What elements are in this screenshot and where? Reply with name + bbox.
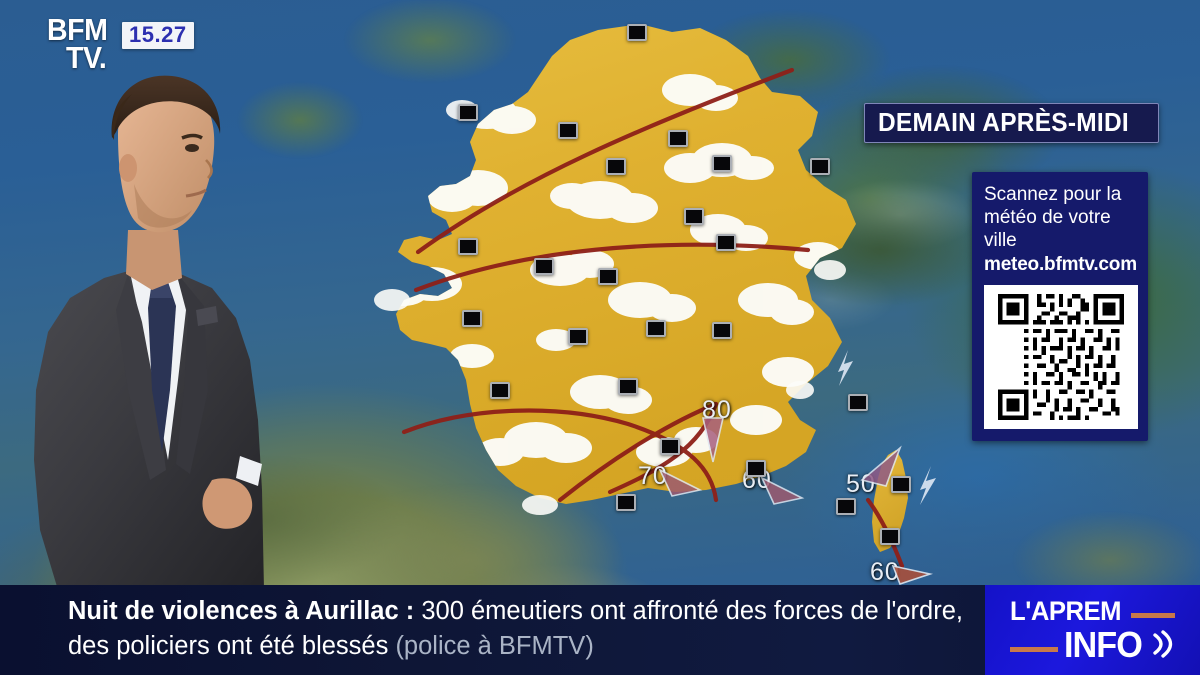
weather-station-icon[interactable] bbox=[668, 130, 688, 147]
news-ticker-text: Nuit de violences à Aurillac : 300 émeut… bbox=[68, 594, 968, 664]
weather-station-icon[interactable] bbox=[712, 155, 732, 172]
program-logo-aprem-info: L'APREM INFO bbox=[985, 585, 1200, 675]
news-separator: : bbox=[398, 597, 422, 625]
weather-station-icon[interactable] bbox=[660, 438, 680, 455]
news-headline: Nuit de violences à Aurillac bbox=[68, 597, 399, 625]
program-logo-line1: L'APREM bbox=[1010, 596, 1122, 626]
bfmtv-logo-line2: TV. bbox=[66, 40, 107, 75]
accent-bar-bottom bbox=[1010, 647, 1058, 652]
qr-promo-url: meteo.bfmtv.com bbox=[984, 254, 1137, 275]
weather-station-icon[interactable] bbox=[746, 460, 766, 477]
qr-promo-line1: Scannez pour la bbox=[984, 184, 1122, 205]
news-source: (police à BFMTV) bbox=[395, 632, 594, 660]
lightning-icon-group bbox=[838, 350, 936, 505]
weather-presenter bbox=[34, 75, 264, 590]
bfmtv-logo: BFM TV. bbox=[47, 12, 113, 75]
weather-station-icon[interactable] bbox=[880, 528, 900, 545]
weather-station-icon[interactable] bbox=[616, 494, 636, 511]
weather-station-icon[interactable] bbox=[712, 322, 732, 339]
weather-station-icon[interactable] bbox=[458, 238, 478, 255]
weather-station-icon[interactable] bbox=[558, 122, 578, 139]
qr-promo-panel[interactable]: Scannez pour la météo de votre ville met… bbox=[972, 172, 1148, 441]
weather-station-icon[interactable] bbox=[810, 158, 830, 175]
weather-station-icon[interactable] bbox=[891, 476, 911, 493]
weather-station-icon[interactable] bbox=[618, 378, 638, 395]
qr-promo-line2: météo de votre ville bbox=[984, 207, 1111, 251]
wind-arrow-southeast-1 bbox=[658, 468, 703, 497]
bfmtv-logo-line1: BFM bbox=[47, 12, 108, 47]
weather-station-icon[interactable] bbox=[836, 498, 856, 515]
clock-badge: 15.27 bbox=[122, 22, 194, 49]
weather-station-icon[interactable] bbox=[568, 328, 588, 345]
wind-arrow-south bbox=[701, 417, 725, 463]
sound-wave-icon bbox=[1153, 630, 1173, 658]
qr-code-icon[interactable] bbox=[984, 285, 1138, 429]
weather-station-icon[interactable] bbox=[627, 24, 647, 41]
forecast-period-banner: DEMAIN APRÈS-MIDI bbox=[864, 103, 1160, 143]
weather-station-icon[interactable] bbox=[716, 234, 736, 251]
weather-station-icon[interactable] bbox=[646, 320, 666, 337]
weather-station-icon[interactable] bbox=[462, 310, 482, 327]
weather-station-icon[interactable] bbox=[848, 394, 868, 411]
clock-time: 15.27 bbox=[129, 22, 187, 47]
wind-label-60-corsica: 60 bbox=[870, 558, 900, 586]
wind-arrow-southeast-2 bbox=[760, 476, 805, 505]
qr-code-matrix bbox=[998, 294, 1124, 420]
weather-station-icon[interactable] bbox=[684, 208, 704, 225]
weather-station-icon[interactable] bbox=[490, 382, 510, 399]
forecast-period-label: DEMAIN APRÈS-MIDI bbox=[878, 107, 1130, 137]
weather-station-icon[interactable] bbox=[598, 268, 618, 285]
wind-arrow-southeast-3 bbox=[891, 564, 934, 585]
weather-station-icon[interactable] bbox=[458, 104, 478, 121]
news-body: 300 émeutiers ont affronté des forces de… bbox=[68, 597, 963, 660]
program-logo-line2: INFO bbox=[1064, 624, 1143, 665]
weather-station-icon[interactable] bbox=[534, 258, 554, 275]
wind-arrow-northwest bbox=[860, 445, 902, 487]
accent-bar-top bbox=[1130, 613, 1175, 618]
weather-station-icon[interactable] bbox=[606, 158, 626, 175]
